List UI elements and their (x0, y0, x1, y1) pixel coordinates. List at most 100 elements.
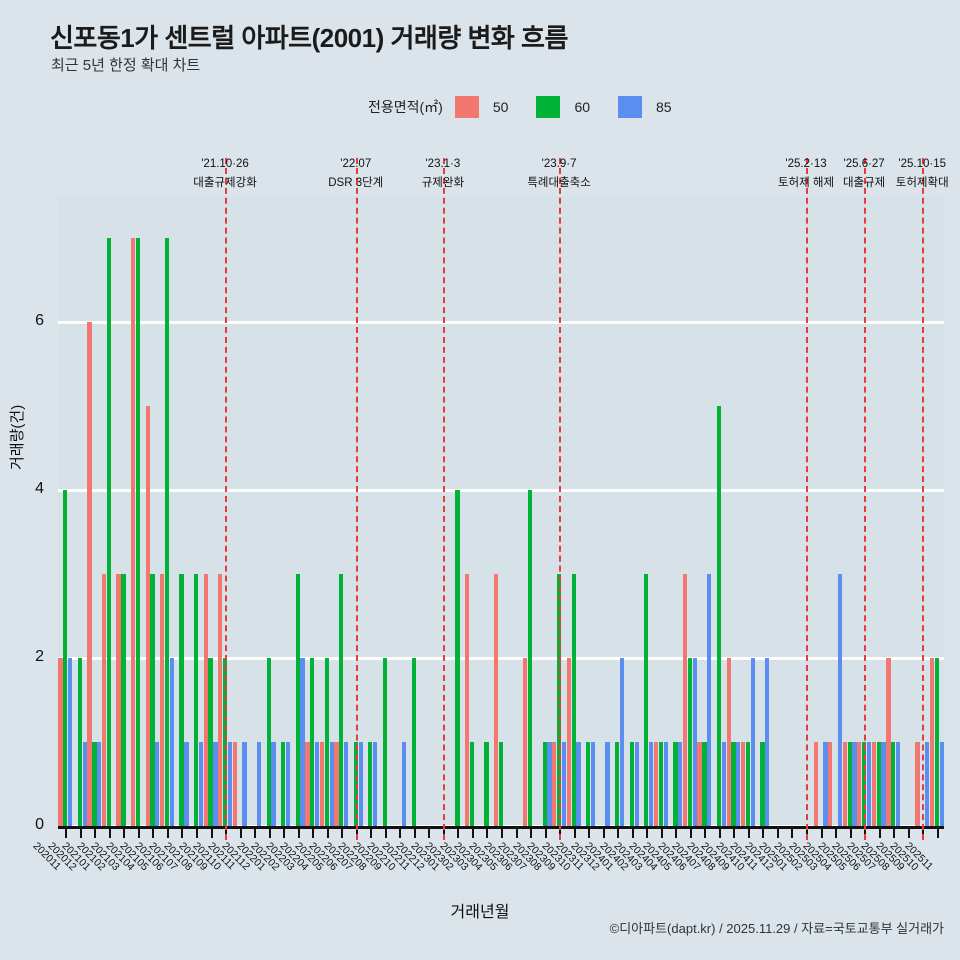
bar[interactable] (368, 742, 373, 826)
bar[interactable] (198, 742, 204, 826)
bar[interactable] (242, 742, 247, 826)
bar[interactable] (745, 742, 751, 826)
bar[interactable] (382, 658, 388, 826)
bar[interactable] (571, 574, 576, 826)
bar[interactable] (373, 742, 378, 826)
bar[interactable] (63, 490, 68, 826)
bar[interactable] (857, 742, 862, 826)
bar[interactable] (87, 322, 92, 826)
bar[interactable] (208, 658, 213, 826)
bar[interactable] (319, 742, 325, 826)
bar[interactable] (939, 742, 944, 826)
bar[interactable] (315, 742, 320, 826)
bar[interactable] (68, 658, 73, 826)
bar[interactable] (726, 658, 731, 826)
bar[interactable] (121, 574, 126, 826)
bar[interactable] (721, 742, 726, 826)
bar[interactable] (135, 238, 141, 826)
bar[interactable] (707, 574, 712, 826)
bar[interactable] (682, 574, 688, 826)
bar[interactable] (334, 742, 339, 826)
bar[interactable] (411, 658, 417, 826)
bar[interactable] (232, 742, 237, 826)
bar[interactable] (692, 658, 697, 826)
bar[interactable] (702, 742, 707, 826)
bar[interactable] (687, 658, 693, 826)
legend-item-60[interactable]: 60 (536, 96, 614, 118)
bar[interactable] (256, 742, 262, 826)
bar[interactable] (828, 742, 833, 826)
bar[interactable] (934, 658, 939, 826)
bar[interactable] (866, 742, 872, 826)
bar[interactable] (891, 742, 896, 826)
bar[interactable] (590, 742, 596, 826)
bar[interactable] (469, 742, 475, 826)
bar[interactable] (131, 238, 136, 826)
bar[interactable] (402, 742, 407, 826)
bar[interactable] (716, 406, 722, 826)
bar[interactable] (566, 658, 571, 826)
bar[interactable] (547, 742, 552, 826)
bar[interactable] (653, 742, 659, 826)
bar[interactable] (528, 490, 533, 826)
bar[interactable] (160, 574, 165, 826)
bar[interactable] (847, 742, 852, 826)
bar[interactable] (498, 742, 504, 826)
bar[interactable] (97, 742, 102, 826)
bar[interactable] (271, 742, 276, 826)
bar[interactable] (663, 742, 668, 826)
bar[interactable] (605, 742, 610, 826)
bar[interactable] (344, 742, 349, 826)
bar[interactable] (837, 574, 843, 826)
bar[interactable] (179, 574, 184, 826)
bar[interactable] (881, 742, 886, 826)
bar[interactable] (561, 742, 567, 826)
bar[interactable] (300, 658, 305, 826)
bar[interactable] (736, 742, 741, 826)
bar[interactable] (203, 574, 208, 826)
bar[interactable] (629, 742, 634, 826)
bar[interactable] (634, 742, 639, 826)
bar[interactable] (455, 490, 460, 826)
bar[interactable] (871, 742, 876, 826)
bar[interactable] (339, 574, 344, 826)
bar[interactable] (658, 742, 663, 826)
bar[interactable] (823, 742, 828, 826)
bar[interactable] (697, 742, 702, 826)
legend-item-85[interactable]: 85 (618, 96, 696, 118)
bar[interactable] (915, 742, 920, 826)
bar[interactable] (494, 574, 499, 826)
bar[interactable] (465, 574, 470, 826)
bar[interactable] (649, 742, 654, 826)
bar[interactable] (673, 742, 678, 826)
bar[interactable] (644, 574, 649, 826)
bar[interactable] (305, 742, 310, 826)
bar[interactable] (484, 742, 489, 826)
bar[interactable] (620, 658, 625, 826)
bar[interactable] (852, 742, 857, 826)
bar[interactable] (925, 742, 930, 826)
bar[interactable] (58, 658, 63, 826)
bar[interactable] (741, 742, 746, 826)
bar[interactable] (876, 742, 881, 826)
bar[interactable] (929, 658, 935, 826)
bar[interactable] (193, 574, 199, 826)
bar[interactable] (155, 742, 160, 826)
bar[interactable] (329, 742, 334, 826)
bar[interactable] (842, 742, 847, 826)
bar[interactable] (281, 742, 286, 826)
bar[interactable] (886, 658, 891, 826)
bar[interactable] (101, 574, 107, 826)
bar[interactable] (77, 658, 82, 826)
bar[interactable] (184, 742, 189, 826)
bar[interactable] (731, 742, 736, 826)
bar[interactable] (106, 238, 112, 826)
legend-item-50[interactable]: 50 (454, 96, 533, 118)
bar[interactable] (92, 742, 97, 826)
bar[interactable] (116, 574, 121, 826)
bar[interactable] (227, 742, 233, 826)
bar[interactable] (542, 742, 547, 826)
bar[interactable] (310, 658, 315, 826)
bar[interactable] (552, 742, 557, 826)
bar[interactable] (295, 574, 300, 826)
